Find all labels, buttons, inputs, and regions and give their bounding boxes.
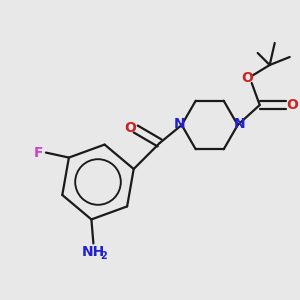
- Text: O: O: [286, 98, 298, 112]
- Text: 2: 2: [100, 251, 107, 261]
- Text: N: N: [174, 117, 185, 131]
- Text: O: O: [124, 121, 136, 135]
- Text: N: N: [234, 117, 245, 131]
- Text: F: F: [34, 146, 44, 160]
- Text: O: O: [241, 71, 253, 85]
- Text: NH: NH: [82, 245, 105, 260]
